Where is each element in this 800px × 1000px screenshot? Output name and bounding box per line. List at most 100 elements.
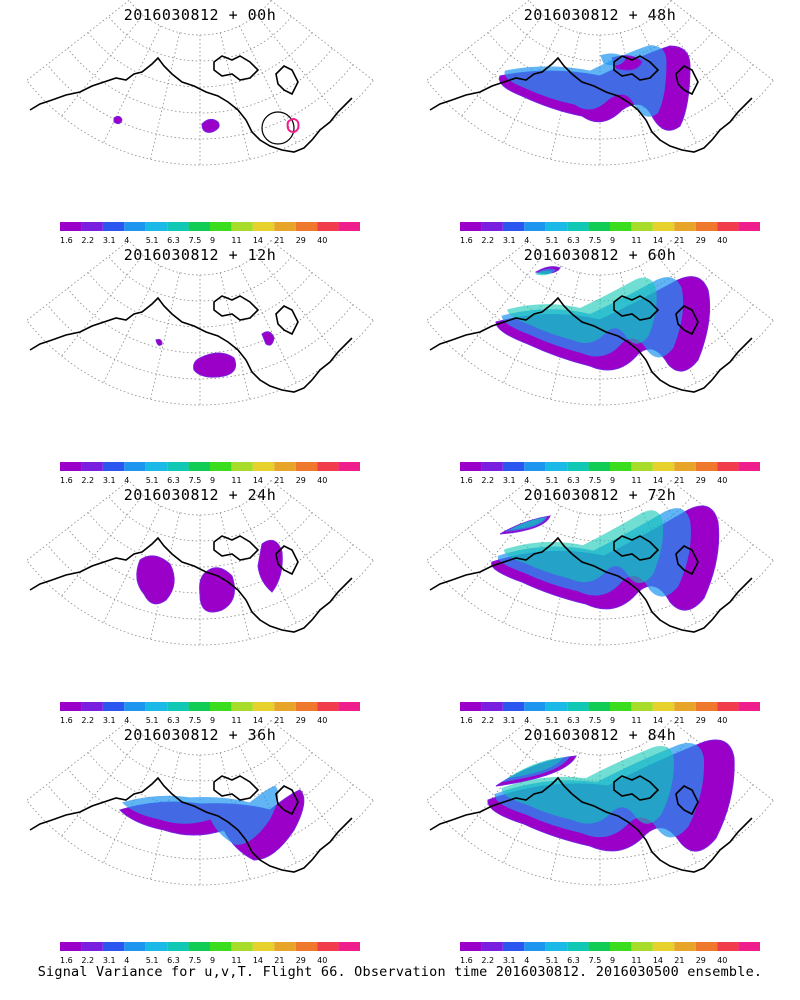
variance-contour — [504, 510, 664, 584]
colorbar-tick-label: 40 — [317, 956, 327, 965]
colorbar-swatch — [460, 942, 482, 951]
colorbar-swatch — [102, 462, 125, 471]
colorbar-tick-label: 7.5 — [189, 716, 202, 725]
colorbar-swatch — [102, 942, 125, 951]
colorbar-tick-label: 1.6 — [460, 476, 473, 485]
variance-field — [136, 539, 283, 613]
colorbar-tick-label: 40 — [717, 716, 727, 725]
variance-contour — [510, 517, 545, 530]
coastline-path — [429, 296, 753, 393]
meridian-line — [270, 240, 374, 321]
colorbar-tick-label: 1.6 — [460, 956, 473, 965]
colorbar-tick-label: 7.5 — [589, 716, 602, 725]
latitude-arc — [26, 560, 374, 646]
colorbar-swatch — [338, 702, 360, 711]
colorbar-swatch — [81, 222, 103, 231]
latitude-arc — [26, 80, 374, 166]
graticule — [26, 240, 374, 406]
colorbar-tick-label: 4 — [124, 476, 129, 485]
colorbar-tick-label: 40 — [717, 236, 727, 245]
colorbar-swatch — [81, 942, 103, 951]
observation-circle — [261, 111, 295, 145]
coastline-path — [29, 536, 353, 633]
colorbar-tick-label: 1.6 — [60, 476, 73, 485]
panel-title: 2016030812 + 36h — [123, 726, 277, 744]
colorbar-tick-label: 29 — [696, 956, 706, 965]
colorbar-swatch — [588, 462, 610, 471]
colorbar-swatch — [252, 702, 275, 711]
colorbar-tick-label: 3.1 — [103, 476, 116, 485]
colorbar-tick-label: 21 — [674, 236, 684, 245]
coastline — [429, 775, 753, 873]
variance-field — [487, 739, 735, 852]
projected-map — [26, 0, 374, 166]
colorbar-swatch — [481, 462, 503, 471]
colorbar-tick-label: 9 — [610, 956, 615, 965]
coastline-path — [213, 535, 260, 561]
colorbar-swatch — [167, 942, 189, 951]
meridian-line — [26, 720, 130, 801]
variance-contour — [501, 746, 674, 824]
colorbar-tick-label: 9 — [610, 476, 615, 485]
colorbar-tick-label: 3.1 — [103, 956, 116, 965]
map-panel: 2016030812 + 24h 1.6 2.2 3.1 4 5.1 6.3 7.5 9 11 14… — [0, 480, 400, 725]
colorbar-tick-label: 1.6 — [460, 716, 473, 725]
meridian-line — [61, 494, 144, 597]
variance-contour — [201, 118, 220, 133]
latitude-arc — [426, 560, 774, 646]
colorbar-tick-label: 2.2 — [81, 476, 94, 485]
meridian-line — [256, 14, 339, 117]
coastline-path — [275, 305, 299, 336]
colorbar-tick-label: 29 — [696, 716, 706, 725]
colorbar: 1.6 2.2 3.1 4 5.1 6.3 7.5 9 11 14 21 29 40 — [460, 462, 760, 485]
colorbar-tick-label: 2.2 — [81, 716, 94, 725]
projected-map — [26, 240, 374, 406]
colorbar-swatch — [60, 942, 82, 951]
colorbar-tick-label: 9 — [210, 236, 215, 245]
colorbar-swatch — [317, 222, 339, 231]
colorbar-tick-label: 14 — [653, 956, 663, 965]
colorbar-tick-label: 2.2 — [81, 236, 94, 245]
colorbar-swatch — [274, 462, 296, 471]
colorbar-swatch — [295, 462, 318, 471]
colorbar-tick-label: 9 — [210, 716, 215, 725]
latitude-arc — [108, 736, 292, 782]
meridian-line — [656, 14, 739, 117]
colorbar-tick-label: 29 — [696, 236, 706, 245]
colorbar-swatch — [317, 462, 339, 471]
colorbar-swatch — [695, 222, 718, 231]
colorbar-tick-label: 6.3 — [167, 716, 180, 725]
map-panel: 2016030812 + 36h 1.6 2.2 3.1 4 5.1 6.3 7.5 9 11 14… — [0, 720, 400, 965]
colorbar-tick-label: 4 — [124, 956, 129, 965]
colorbar-tick-label: 9 — [610, 716, 615, 725]
meridian-line — [61, 734, 144, 837]
colorbar-tick-label: 4 — [524, 236, 529, 245]
panel-title: 2016030812 + 60h — [523, 246, 677, 264]
colorbar-tick-label: 29 — [296, 716, 306, 725]
variance-field — [113, 115, 220, 133]
colorbar-swatch — [502, 222, 525, 231]
coastline-path — [613, 295, 660, 321]
colorbar-swatch — [610, 702, 632, 711]
colorbar-swatch — [81, 462, 103, 471]
coastline — [429, 535, 753, 633]
colorbar-tick-label: 9 — [210, 476, 215, 485]
colorbar-swatch — [231, 222, 253, 231]
colorbar-swatch — [674, 702, 696, 711]
colorbar-tick-label: 3.1 — [103, 236, 116, 245]
variance-contour — [507, 757, 564, 779]
colorbar-swatch — [124, 702, 146, 711]
meridian-line — [256, 494, 339, 597]
coastline-path — [675, 305, 699, 336]
latitude-arc — [46, 784, 354, 860]
latitude-arc — [426, 800, 774, 886]
coastline — [29, 55, 353, 153]
panel-title: 2016030812 + 84h — [523, 726, 677, 744]
coastline-path — [275, 65, 299, 96]
meridian-line — [219, 32, 250, 160]
colorbar-swatch — [210, 222, 232, 231]
colorbar-swatch — [317, 942, 339, 951]
colorbar-swatch — [502, 942, 525, 951]
latitude-arc — [46, 544, 354, 620]
colorbar-tick-label: 5.1 — [546, 956, 559, 965]
